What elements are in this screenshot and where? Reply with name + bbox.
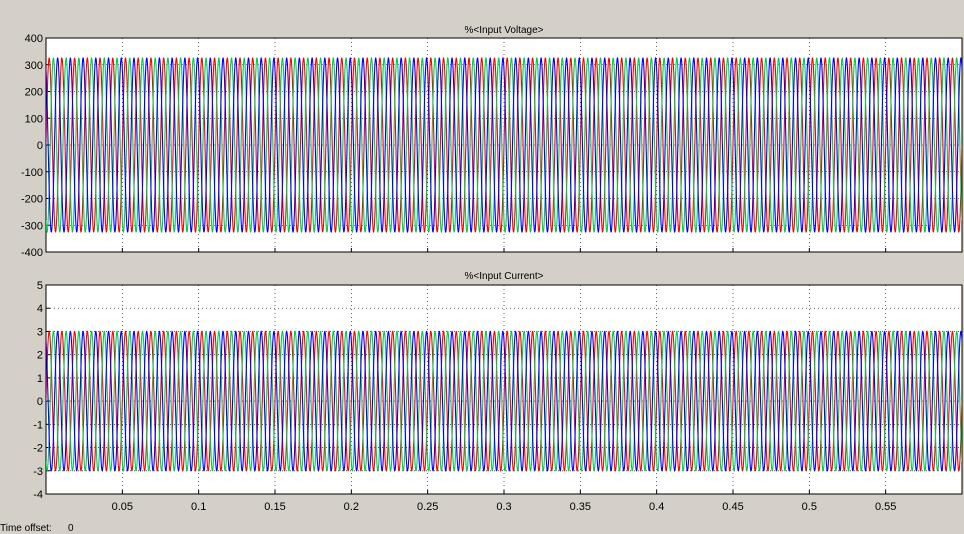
y-tick-label: 100: [25, 113, 43, 125]
x-tick-label: 0.05: [112, 501, 133, 513]
x-tick-label: 0.45: [722, 501, 743, 513]
plot-title: %<Input Voltage>: [465, 25, 544, 36]
y-tick-label: -2: [33, 443, 43, 455]
x-tick-label: 0.3: [496, 501, 511, 513]
current-plot: %<Input Current> -4 -3 -2 -1 0 1 2 3 4 5 0.05 0.1 0.1…: [33, 271, 963, 513]
series-line-2: [46, 330, 962, 472]
x-tick-label: 0.15: [264, 501, 285, 513]
y-tick-label: 2: [37, 350, 43, 362]
series-line-1: [46, 57, 962, 233]
y-tick-label: 400: [25, 33, 43, 45]
series-line-1: [46, 330, 962, 472]
y-tick-label: -3: [33, 466, 43, 478]
y-tick-label: -100: [21, 167, 43, 179]
y-tick-label: 4: [37, 303, 43, 315]
series-line-3: [46, 57, 962, 233]
x-tick-label: 0.35: [570, 501, 591, 513]
y-tick-label: 0: [37, 140, 43, 152]
series-line-2: [46, 57, 962, 233]
y-tick-label: -200: [21, 194, 43, 206]
y-tick-label: -300: [21, 220, 43, 232]
y-tick-label: -400: [21, 247, 43, 259]
y-tick-label: 200: [25, 87, 43, 99]
y-tick-label: 5: [37, 280, 43, 292]
x-tick-label: 0.55: [875, 501, 896, 513]
y-tick-label: 300: [25, 60, 43, 72]
voltage-plot: %<Input Voltage> -400 -300 -200 -100 0 100 200 3…: [21, 25, 963, 259]
series-line-3: [46, 330, 962, 472]
y-tick-label: 1: [37, 373, 43, 385]
x-tick-label: 0.1: [191, 501, 206, 513]
time-offset-label: Time offset:: [0, 523, 52, 534]
y-tick-label: -1: [33, 419, 43, 431]
plot-title: %<Input Current>: [465, 271, 544, 282]
y-tick-label: 3: [37, 326, 43, 338]
y-tick-label: -4: [33, 489, 43, 501]
x-tick-label: 0.4: [649, 501, 664, 513]
x-tick-label: 0.25: [417, 501, 438, 513]
time-offset-value: 0: [68, 523, 74, 534]
x-tick-label: 0.2: [344, 501, 359, 513]
y-tick-label: 0: [37, 396, 43, 408]
x-tick-label: 0.5: [802, 501, 817, 513]
